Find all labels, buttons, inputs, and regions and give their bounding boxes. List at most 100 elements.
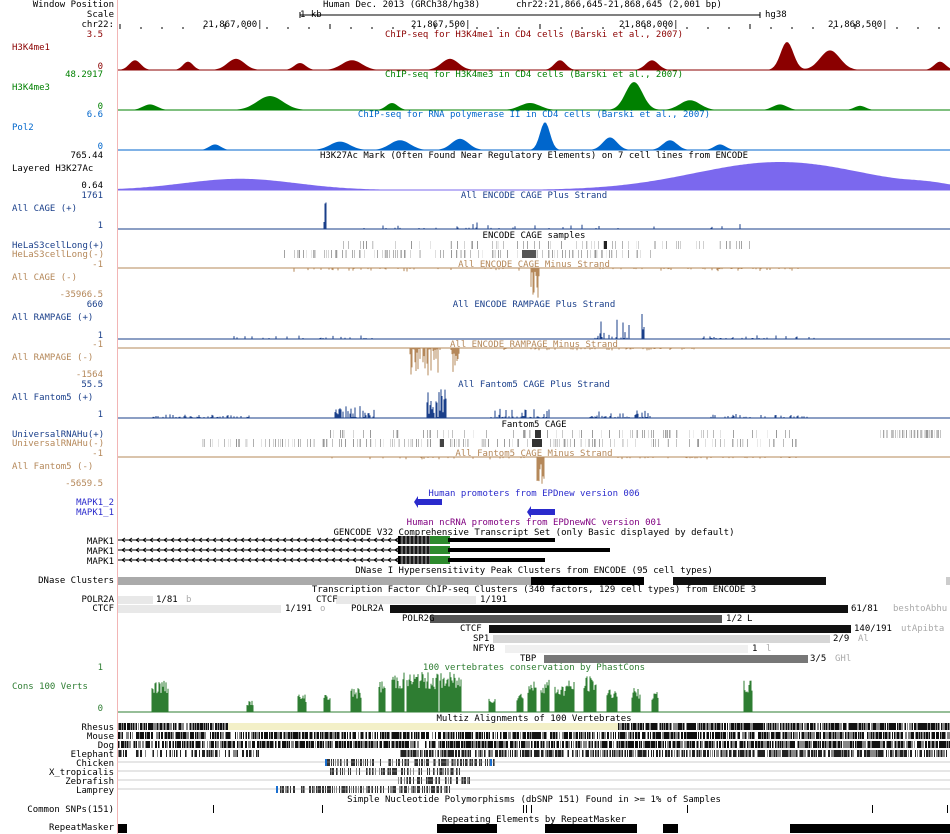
elephant-alignment [839,750,840,757]
elephant-alignment [939,750,940,757]
dog-alignment [327,741,328,748]
zebrafish-alignment [404,777,405,784]
dog-alignment [303,741,304,748]
rhesus-alignment [666,723,667,730]
tf-label[interactable]: NFYB [473,644,495,654]
sample-mark [630,430,631,438]
sample-mark [440,439,444,447]
exon-stripe [409,556,411,564]
elephant-alignment [406,750,407,757]
tf-label[interactable]: CTCF [92,604,114,614]
track-label-layered-h3k27ac[interactable]: Layered H3K27Ac [12,164,94,174]
epd-item-label[interactable]: MAPK1_2 [76,498,114,508]
sample-mark [590,250,591,258]
sample-mark [887,430,888,438]
species-label[interactable]: Lamprey [76,786,114,796]
tf-label[interactable]: CTCF [460,624,482,634]
sample-mark [743,439,744,447]
mouse-alignment [905,732,906,739]
dog-alignment [267,741,268,748]
track-label-rmsk[interactable]: RepeatMasker [48,823,114,833]
sample-mark [622,250,623,258]
track-label-rampage-minus[interactable]: All RAMPAGE (-) [12,353,94,363]
elephant-alignment [412,750,413,757]
sample-mark [739,241,740,249]
tf-label[interactable]: SP1 [473,634,490,644]
rhesus-alignment [661,723,662,730]
dog-alignment [128,741,129,748]
tf-label[interactable]: POLR2A [81,595,114,605]
track-label-rampage-plus[interactable]: All RAMPAGE (+) [12,313,94,323]
rhesus-alignment [652,723,653,730]
species-label[interactable]: Chicken [76,759,114,769]
dog-alignment [701,741,702,748]
dog-alignment [210,741,211,748]
tf-label[interactable]: CTCF [316,595,338,605]
mouse-alignment [469,732,470,739]
lamprey-alignment [418,786,419,793]
dog-alignment [649,741,650,748]
tf-label[interactable]: TBP [520,654,537,664]
dog-alignment [440,741,441,748]
dog-alignment [875,741,876,748]
mouse-alignment [763,732,764,739]
track-label-h3k4me3[interactable]: H3K4me3 [12,83,50,93]
subtrack-label[interactable]: HeLaS3cellLong(-) [12,250,105,260]
dog-alignment [492,741,493,748]
tf-label[interactable]: POLR2G [402,614,435,624]
species-label[interactable]: X_tropicalis [48,768,114,778]
mouse-alignment [803,732,804,739]
sample-mark [662,241,663,249]
tf-label[interactable]: POLR2A [351,604,384,614]
subtrack-label[interactable]: HeLaS3cellLong(+) [12,241,105,251]
track-label-fantom5-minus[interactable]: All Fantom5 (-) [12,462,94,472]
elephant-alignment [539,750,540,757]
gene-label[interactable]: MAPK1 [86,547,114,557]
track-label-pol2[interactable]: Pol2 [12,123,34,133]
subtrack-label[interactable]: UniversalRNAHu(-) [12,439,105,449]
track-label-h3k4me1[interactable]: H3K4me1 [12,43,50,53]
strand-arrow [121,557,126,563]
elephant-alignment [716,750,717,757]
gene-label[interactable]: MAPK1 [86,557,114,567]
mouse-alignment [610,732,611,739]
dog-alignment [374,741,375,748]
species-label[interactable]: Mouse [86,732,114,742]
mouse-alignment [885,732,886,739]
track-label-cage-minus[interactable]: All CAGE (-) [12,273,78,283]
dog-alignment [510,741,511,748]
track-label-cons[interactable]: Cons 100 Verts [12,682,88,692]
mouse-alignment [451,732,452,739]
scale-one: 1 [97,221,103,231]
sample-mark [451,439,452,447]
elephant-alignment [206,750,207,757]
rhesus-alignment [664,723,665,730]
subtrack-label[interactable]: UniversalRNAHu(+) [12,430,105,440]
mouse-alignment [446,732,447,739]
species-label[interactable]: Dog [97,741,114,751]
track-label-snp[interactable]: Common SNPs(151) [27,805,114,815]
rhesus-alignment [150,723,151,730]
gene-label[interactable]: MAPK1 [86,537,114,547]
track-label-dnase[interactable]: DNase Clusters [38,576,114,586]
species-label[interactable]: Rhesus [81,723,114,733]
species-label[interactable]: Zebrafish [65,777,114,787]
dog-alignment [223,741,224,748]
track-label-cage-plus[interactable]: All CAGE (+) [12,204,78,214]
mouse-alignment [934,732,935,739]
track-label-fantom5-plus[interactable]: All Fantom5 (+) [12,393,94,403]
sample-mark [245,439,246,447]
mouse-alignment [221,732,222,739]
epd-item-label[interactable]: MAPK1_1 [76,508,114,518]
dog-alignment [388,741,389,748]
mouse-alignment [652,732,653,739]
mouse-alignment [438,732,439,739]
exon-stripe [405,546,407,554]
strand-arrow [366,537,371,543]
mouse-alignment [293,732,294,739]
species-label[interactable]: Elephant [70,750,114,760]
lamprey-alignment [427,786,428,793]
elephant-alignment [869,750,870,757]
